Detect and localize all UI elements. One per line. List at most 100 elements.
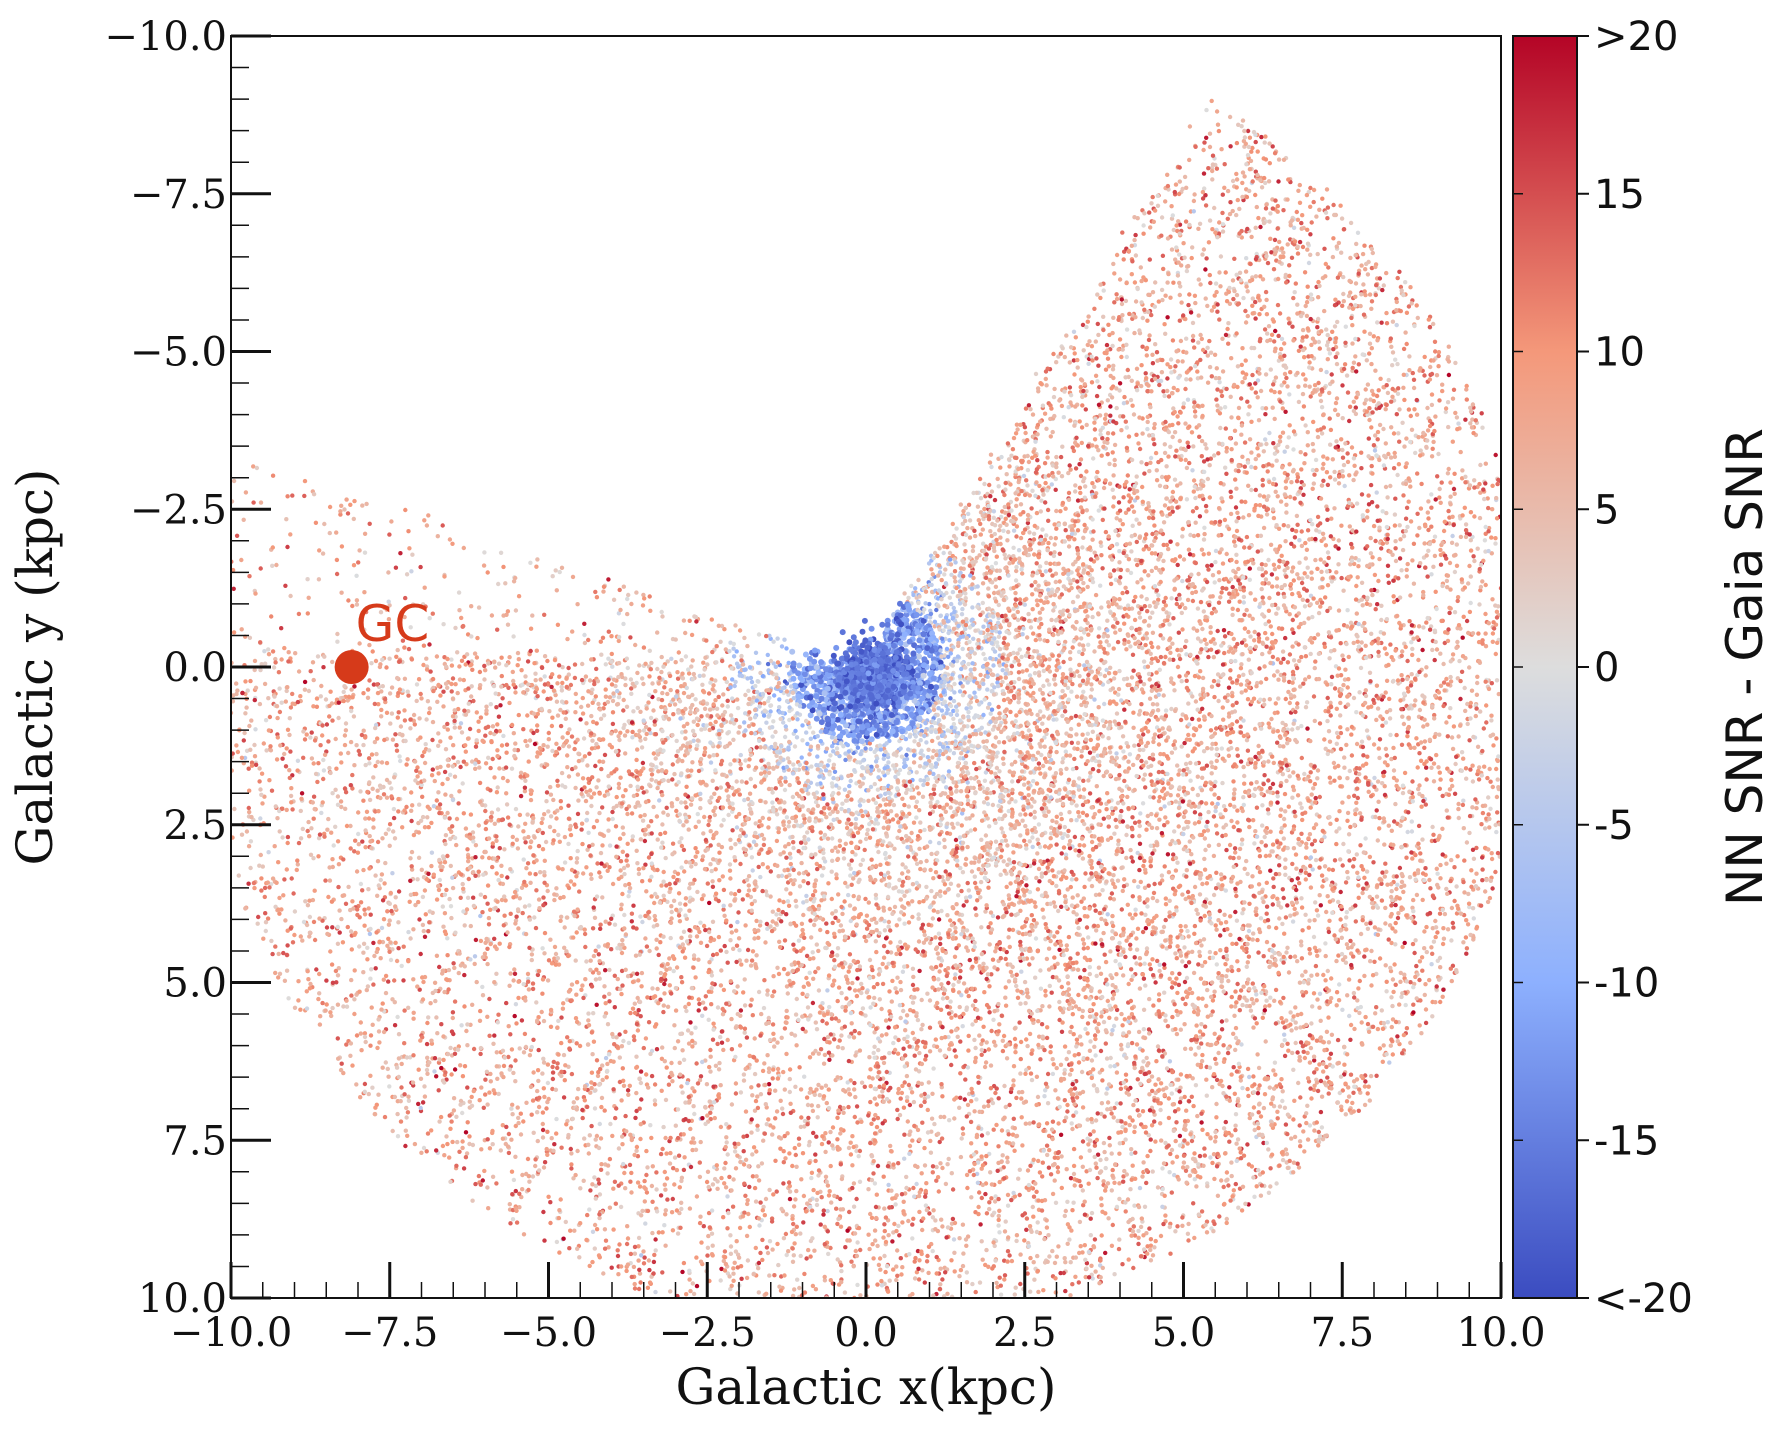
scatter-point [694,934,700,939]
scatter-point [566,774,572,779]
scatter-point [324,722,330,727]
scatter-point [616,1146,622,1151]
scatter-point [813,715,820,722]
scatter-point [705,847,710,852]
scatter-point [802,820,807,825]
scatter-point [713,768,718,773]
scatter-point [372,1111,377,1117]
scatter-point [580,661,585,667]
scatter-point [612,922,618,927]
scatter-point [603,919,608,924]
scatter-point [320,733,325,738]
scatter-point [697,1001,702,1007]
scatter-point [639,785,645,790]
scatter-point [502,1055,507,1060]
scatter-point [821,856,826,861]
scatter-point [465,895,471,900]
scatter-point [402,1092,407,1097]
scatter-point [564,685,570,690]
scatter-point [625,853,630,858]
scatter-point [755,835,760,840]
scatter-point [603,687,608,692]
scatter-point [643,1036,649,1041]
scatter-point [785,899,791,904]
scatter-point [361,742,366,748]
scatter-point [753,1199,759,1204]
scatter-point [554,816,559,821]
scatter-point [404,1055,410,1060]
scatter-point [485,883,491,888]
scatter-point [484,936,489,942]
scatter-point [749,997,754,1002]
scatter-point [418,1038,423,1043]
scatter-point [737,724,742,730]
scatter-point [420,1100,426,1105]
scatter-point [566,841,571,847]
scatter-point [340,940,346,945]
scatter-point [330,659,335,665]
scatter-point [399,963,404,969]
scatter-point [773,921,779,926]
scatter-point [525,812,530,817]
scatter-point [673,660,678,665]
scatter-point [561,1001,566,1006]
scatter-point [560,867,565,872]
scatter-point [689,985,695,991]
scatter-point [613,1115,618,1121]
scatter-point [556,832,561,838]
scatter-point [495,1076,500,1082]
scatter-point [597,959,602,964]
scatter-point [638,709,643,714]
scatter-point [649,1135,654,1141]
scatter-point [495,807,501,812]
scatter-point [643,1221,648,1226]
scatter-point [477,765,482,770]
scatter-point [525,971,531,977]
scatter-point [746,883,751,888]
scatter-point [554,699,560,704]
scatter-point [277,829,282,834]
scatter-point [566,665,571,671]
scatter-point [653,1289,658,1295]
scatter-point [279,657,284,662]
scatter-point [383,1060,388,1065]
scatter-point [650,986,655,991]
scatter-point [308,852,314,857]
scatter-point [559,1015,564,1020]
scatter-point [836,791,841,796]
scatter-point [813,1287,819,1292]
scatter-point [629,772,635,777]
scatter-point [635,784,640,789]
scatter-point [794,904,799,909]
scatter-point [701,673,706,678]
scatter-point [817,845,822,850]
scatter-point [318,1014,323,1019]
scatter-point [628,1179,633,1184]
scatter-point [513,1079,518,1084]
scatter-point [274,880,279,885]
scatter-point [766,1082,772,1087]
scatter-point [327,703,332,709]
scatter-point [802,1074,807,1079]
scatter-point [670,1073,675,1078]
scatter-point [791,942,796,947]
scatter-point [361,728,366,733]
scatter-point [643,799,649,805]
scatter-point [531,711,537,716]
scatter-point [451,961,456,966]
scatter-point [654,765,659,770]
scatter-point [750,868,755,873]
scatter-point [788,684,794,689]
scatter-point [622,722,627,728]
scatter-point [795,967,800,972]
scatter-point [488,1071,493,1077]
scatter-point [798,948,803,953]
scatter-point [544,799,549,804]
scatter-point [320,800,325,805]
scatter-point [593,763,598,769]
scatter-point [685,751,690,756]
scatter-point [653,891,658,897]
scatter-point [279,700,284,705]
scatter-point [636,733,641,738]
scatter-point [443,792,448,797]
